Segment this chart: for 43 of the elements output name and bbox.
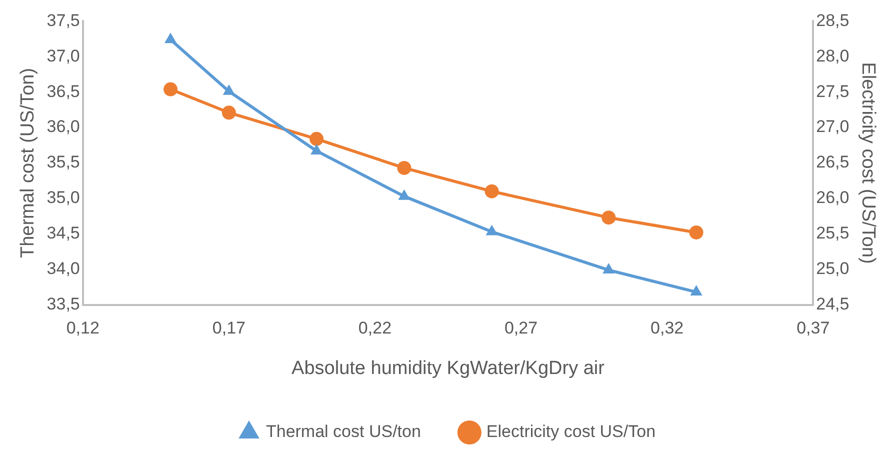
y2-tick-label: 28,0 [816, 46, 850, 66]
point [164, 82, 178, 96]
point [222, 106, 236, 120]
y2-tick-label: 26,0 [816, 188, 850, 208]
point [222, 84, 235, 95]
y-tick-label: 35,5 [46, 152, 80, 172]
x-tick-label: 0,27 [504, 318, 538, 338]
point [310, 132, 324, 146]
y2-tick-label: 24,5 [816, 294, 850, 314]
y2-tick-label: 25,0 [816, 259, 850, 278]
y-tick-label: 37,5 [46, 10, 80, 30]
y-tick-label: 36,5 [46, 82, 80, 101]
legend-label: Electricity cost US/Ton [486, 422, 656, 442]
y2-tick-label: 28,5 [816, 10, 850, 30]
point [164, 32, 177, 44]
y2-tick-label: 27,5 [816, 82, 850, 101]
point [398, 189, 410, 200]
y-tick-label: 36,0 [46, 117, 80, 136]
x-axis-title: Absolute humidity KgWater/KgDry air [292, 358, 606, 379]
y-tick-label: 34,5 [46, 224, 80, 243]
x-tick-label: 0,22 [358, 318, 392, 338]
y-tick-label: 34,0 [46, 259, 80, 278]
y2-tick-label: 26,5 [816, 152, 850, 172]
x-tick-label: 0,32 [650, 318, 684, 338]
y2-tick-label: 25,5 [816, 224, 850, 243]
y2-tick-label: 27,0 [816, 117, 850, 136]
point [602, 263, 615, 274]
point [310, 144, 323, 154]
point [486, 224, 498, 236]
point [397, 160, 412, 175]
y-axis-title: Thermal cost (US/Ton) [18, 68, 39, 258]
y-tick-label: 35,0 [46, 188, 80, 208]
x-tick-label: 0,12 [66, 318, 100, 338]
point [689, 225, 704, 240]
y-tick-label: 33,5 [46, 294, 80, 314]
legend-label: Thermal cost US/ton [266, 422, 421, 442]
point [602, 210, 616, 225]
y2-axis-title: Electricity cost (US/Ton) [857, 62, 878, 264]
x-tick-label: 0,17 [212, 318, 246, 338]
y-tick-label: 37,0 [46, 46, 80, 66]
point [690, 285, 702, 296]
x-tick-label: 0,37 [796, 318, 830, 338]
point [484, 184, 499, 198]
